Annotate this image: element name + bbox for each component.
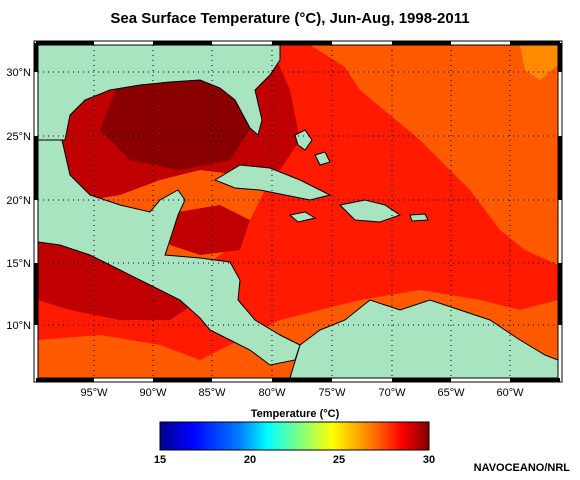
lon-label-75w: 75°W [318,387,346,399]
lat-label-10n: 10°N [6,320,31,332]
graticule [38,45,558,378]
land-mexico-central-america [38,139,301,366]
land-bahamas [294,129,313,151]
colorbar-tick-20: 20 [243,454,257,466]
lat-label-15n: 15°N [6,258,31,270]
lon-label-85w: 85°W [198,387,226,399]
land-cuba [213,164,332,201]
lon-label-70w: 70°W [378,387,406,399]
colorbar-tick-15: 15 [153,454,167,466]
lon-label-90w: 90°W [139,387,167,399]
colorbar-title: Temperature (°C) [250,408,340,420]
pacific-dark-region [38,240,200,320]
map-frame [33,40,563,383]
land-jamaica [288,211,317,223]
lon-label-60w: 60°W [496,387,524,399]
colorbar-tick-30: 30 [422,454,436,466]
atlantic-orange-region [310,45,558,220]
lat-label-25n: 25°N [6,131,31,143]
land-usa [38,45,281,141]
lon-label-95w: 95°W [80,387,108,399]
lat-label-20n: 20°N [6,195,31,207]
lon-label-65w: 65°W [437,387,465,399]
colorbar [159,421,430,451]
caribbean-dark-region [160,205,250,255]
credit-label: NAVOCEANO/NRL [473,462,570,474]
land-hispaniola [338,199,402,223]
land-south-america [289,299,558,378]
pacific-orange-region [38,335,220,378]
lat-label-30n: 30°N [6,67,31,79]
map-title: Sea Surface Temperature (°C), Jun-Aug, 1… [110,10,470,27]
land-puerto-rico [409,213,429,222]
atlantic-amber-patch [520,45,558,80]
land-bahamas-2 [314,151,331,166]
lon-label-80w: 80°W [258,387,286,399]
colorbar-tick-25: 25 [332,454,346,466]
